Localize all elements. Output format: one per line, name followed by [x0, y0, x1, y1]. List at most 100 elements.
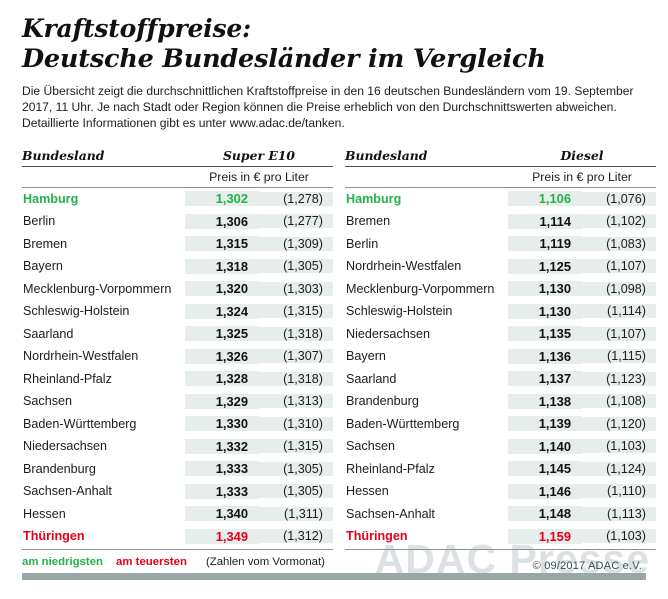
table-row: Bayern 1,318 (1,305) [22, 255, 333, 278]
cell-bundesland: Niedersachsen [346, 326, 431, 341]
cell-price-current: 1,302 [185, 191, 259, 207]
cell-price-previous: (1,313) [259, 394, 333, 409]
title-block: Kraftstoffpreise: Deutsche Bundesländer … [22, 0, 646, 74]
subheader-rule-left [22, 186, 185, 188]
page-title-line-2: Deutsche Bundesländer im Vergleich [22, 44, 546, 74]
cell-price-previous: (1,083) [582, 236, 656, 251]
table-header-row: Bundesland Diesel [345, 144, 656, 163]
legend-lowest-label: am niedrigsten [22, 555, 104, 568]
cell-price-current: 1,325 [185, 326, 259, 342]
cell-bundesland: Thüringen [23, 529, 85, 544]
cell-bundesland: Hamburg [346, 191, 402, 206]
cell-price-current: 1,328 [185, 371, 259, 387]
page-title-line-1: Kraftstoffpreise: [22, 14, 252, 43]
table-row: Bremen 1,315 (1,309) [22, 233, 333, 256]
cell-price-current: 1,330 [185, 416, 259, 432]
column-header-unit: Preis in € pro Liter [209, 169, 309, 184]
table-row: Schleswig-Holstein 1,324 (1,315) [22, 300, 333, 323]
cell-price-current: 1,329 [185, 393, 259, 409]
cell-price-current: 1,340 [185, 506, 259, 522]
tables-container: Bundesland Super E10 Preis in € pro Lite… [22, 144, 656, 568]
cell-price-previous: (1,303) [259, 281, 333, 296]
cell-price-previous: (1,120) [582, 416, 656, 431]
cell-bundesland: Hessen [346, 484, 389, 499]
table-row: Berlin 1,306 (1,277) [22, 210, 333, 233]
cell-bundesland: Mecklenburg-Vorpommern [23, 281, 172, 296]
cell-bundesland: Bayern [346, 349, 386, 364]
table-row: Sachsen-Anhalt 1,333 (1,305) [22, 480, 333, 503]
cell-bundesland: Hessen [23, 506, 66, 521]
subheader-rule [345, 186, 656, 188]
cell-price-current: 1,159 [508, 528, 582, 544]
cell-price-previous: (1,278) [259, 191, 333, 206]
cell-price-current: 1,137 [508, 371, 582, 387]
cell-price-previous: (1,098) [582, 281, 656, 296]
table-row: Brandenburg 1,333 (1,305) [22, 458, 333, 481]
cell-price-current: 1,138 [508, 393, 582, 409]
table-row: Bremen 1,114 (1,102) [345, 210, 656, 233]
cell-bundesland: Schleswig-Holstein [346, 304, 453, 319]
cell-price-current: 1,114 [508, 213, 582, 229]
cell-price-previous: (1,305) [259, 461, 333, 476]
legend: am niedrigsten am teuersten (Zahlen vom … [22, 556, 333, 568]
column-header-unit: Preis in € pro Liter [532, 169, 632, 184]
cell-bundesland: Niedersachsen [23, 439, 108, 454]
cell-bundesland: Brandenburg [346, 394, 419, 409]
table-row: Mecklenburg-Vorpommern 1,320 (1,303) [22, 278, 333, 301]
cell-bundesland: Nordrhein-Westfalen [23, 349, 139, 364]
table-super-e10: Bundesland Super E10 Preis in € pro Lite… [22, 144, 333, 568]
cell-price-previous: (1,305) [259, 484, 333, 499]
cell-bundesland: Hamburg [23, 191, 79, 206]
cell-price-previous: (1,103) [582, 439, 656, 454]
cell-price-current: 1,146 [508, 483, 582, 499]
table-bottom-rule [22, 548, 333, 550]
cell-price-current: 1,326 [185, 348, 259, 364]
footer-bar [22, 573, 646, 580]
cell-price-current: 1,130 [508, 303, 582, 319]
cell-price-current: 1,318 [185, 258, 259, 274]
table-body-diesel: Hamburg 1,106 (1,076) Bremen 1,114 (1,10… [345, 188, 656, 548]
cell-price-previous: (1,277) [259, 214, 333, 229]
cell-price-previous: (1,311) [259, 506, 333, 521]
cell-price-current: 1,332 [185, 438, 259, 454]
table-row: Sachsen 1,140 (1,103) [345, 435, 656, 458]
table-row: Berlin 1,119 (1,083) [345, 233, 656, 256]
table-row: Saarland 1,137 (1,123) [345, 368, 656, 391]
cell-price-current: 1,125 [508, 258, 582, 274]
cell-price-current: 1,306 [185, 213, 259, 229]
cell-price-current: 1,315 [185, 236, 259, 252]
cell-price-previous: (1,102) [582, 214, 656, 229]
cell-bundesland: Sachsen-Anhalt [23, 484, 112, 499]
cell-price-current: 1,119 [508, 236, 582, 252]
table-header-row: Bundesland Super E10 [22, 144, 333, 163]
cell-price-current: 1,333 [185, 483, 259, 499]
cell-bundesland: Sachsen-Anhalt [346, 506, 435, 521]
cell-price-previous: (1,107) [582, 326, 656, 341]
cell-price-current: 1,324 [185, 303, 259, 319]
table-body-super-e10: Hamburg 1,302 (1,278) Berlin 1,306 (1,27… [22, 188, 333, 548]
cell-price-previous: (1,318) [259, 326, 333, 341]
table-row: Thüringen 1,349 (1,312) [22, 525, 333, 548]
cell-bundesland: Sachsen [23, 394, 73, 409]
cell-bundesland: Bremen [346, 214, 391, 229]
subheader-rule-left [345, 186, 508, 188]
cell-price-current: 1,148 [508, 506, 582, 522]
cell-price-current: 1,106 [508, 191, 582, 207]
copyright-notice: © 09/2017 ADAC e.V. [532, 560, 642, 572]
cell-price-previous: (1,315) [259, 304, 333, 319]
cell-price-current: 1,320 [185, 281, 259, 297]
table-row: Sachsen-Anhalt 1,148 (1,113) [345, 503, 656, 526]
table-row: Mecklenburg-Vorpommern 1,130 (1,098) [345, 278, 656, 301]
legend-note: (Zahlen vom Vormonat) [205, 555, 325, 568]
table-bottom-rule [345, 548, 656, 550]
cell-price-previous: (1,124) [582, 461, 656, 476]
table-diesel: Bundesland Diesel Preis in € pro Liter H… [345, 144, 656, 568]
cell-price-previous: (1,318) [259, 371, 333, 386]
column-header-bundesland: Bundesland [345, 147, 428, 163]
cell-bundesland: Rheinland-Pfalz [346, 461, 435, 476]
legend-highest-label: am teuersten [116, 555, 187, 568]
table-row: Bayern 1,136 (1,115) [345, 345, 656, 368]
table-row: Thüringen 1,159 (1,103) [345, 525, 656, 548]
cell-bundesland: Saarland [23, 326, 74, 341]
table-row: Hessen 1,146 (1,110) [345, 480, 656, 503]
